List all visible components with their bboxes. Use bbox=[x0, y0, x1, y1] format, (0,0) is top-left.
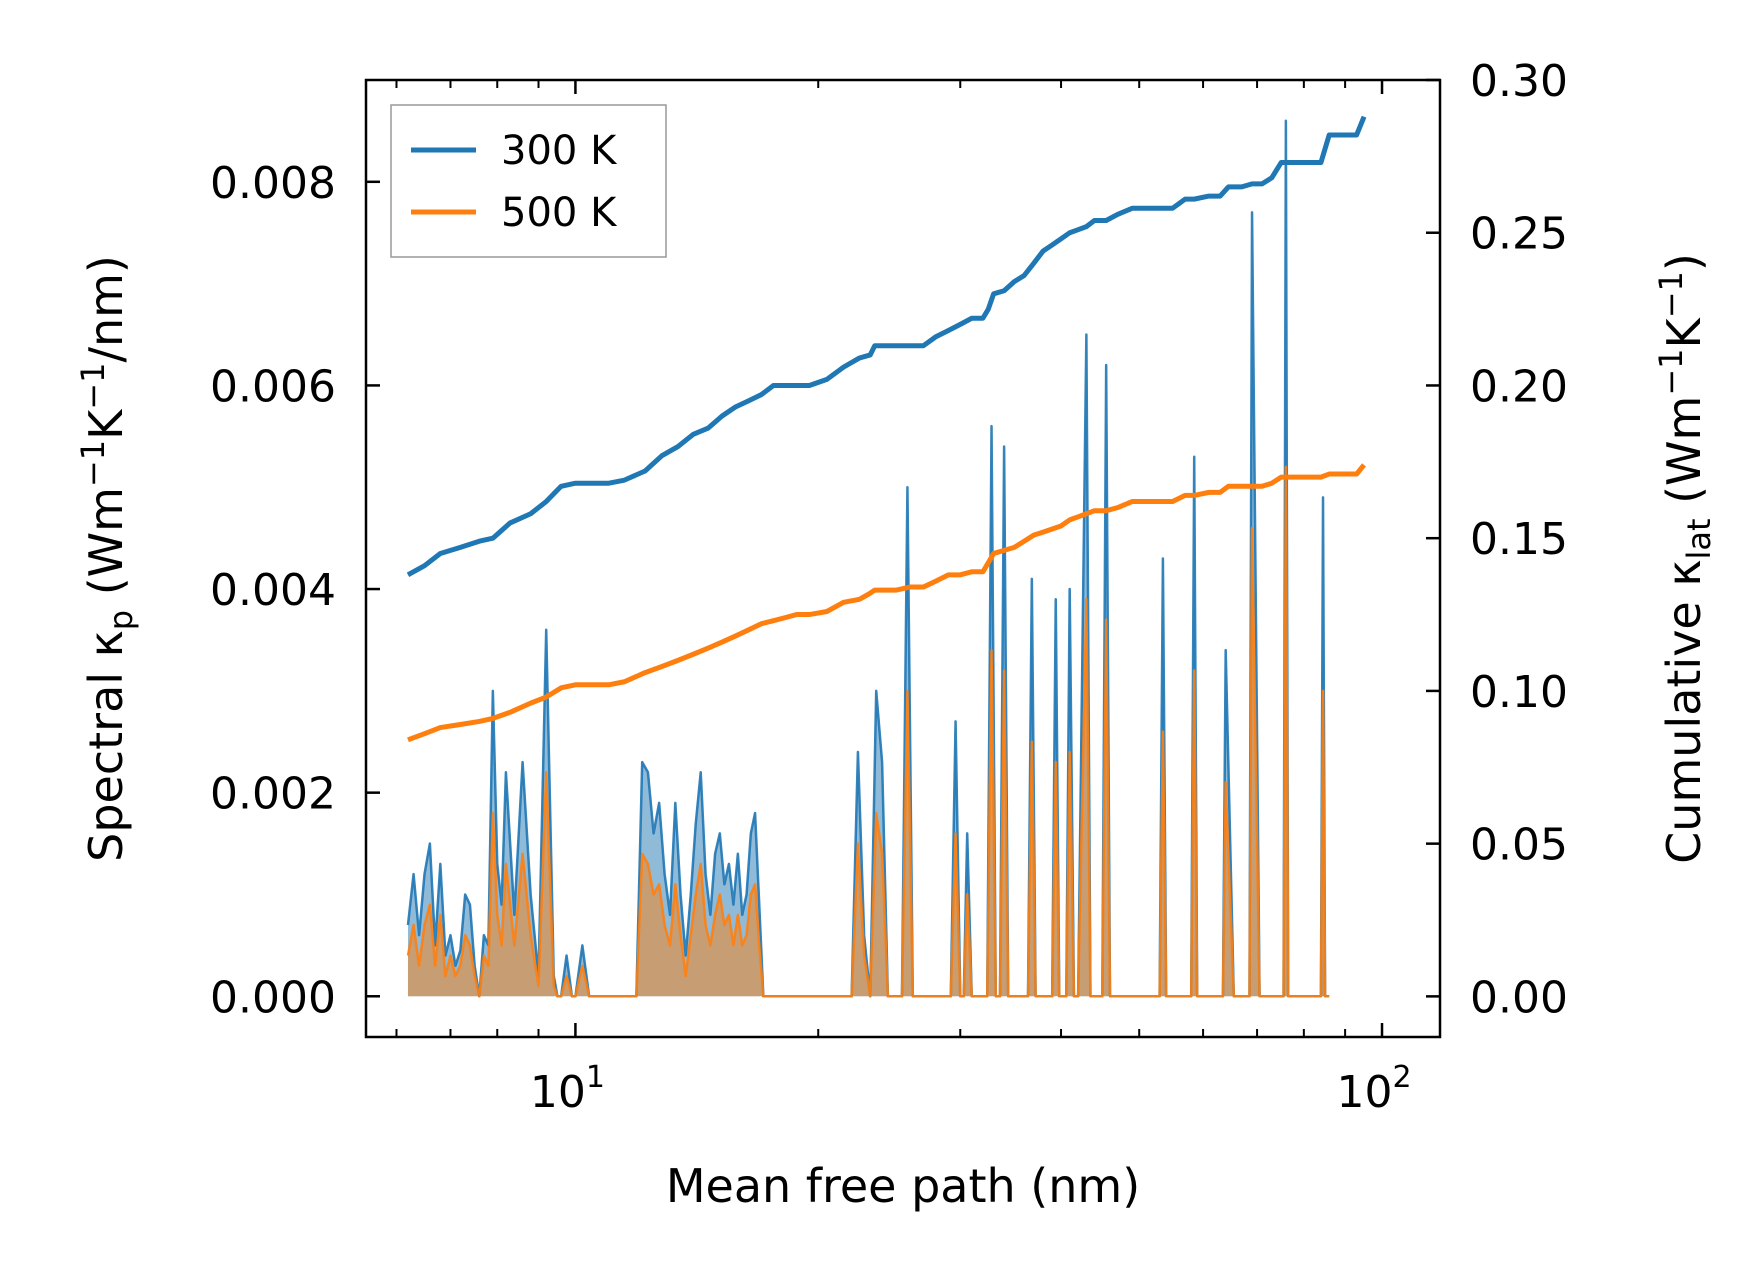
y-left-tick-label: 0.004 bbox=[210, 565, 336, 616]
y-right-tick-label: 0.15 bbox=[1470, 514, 1568, 565]
spectral-area-300-k bbox=[407, 120, 1330, 997]
x-axis-title: Mean free path (nm) bbox=[666, 1159, 1140, 1213]
y-right-tick-label: 0.05 bbox=[1470, 820, 1568, 871]
legend-box bbox=[390, 104, 667, 258]
cumulative-line-500-k bbox=[407, 463, 1366, 743]
x-tick-label: 102 bbox=[1336, 1060, 1411, 1118]
y-left-tick-label: 0.006 bbox=[210, 361, 336, 412]
spectral-line-500-k bbox=[406, 465, 1330, 998]
spectral-series-group bbox=[406, 119, 1330, 998]
y-right-tick-label: 0.25 bbox=[1470, 209, 1568, 260]
y-left-axis-title: Spectral κp (Wm−1K−1/nm) bbox=[74, 255, 140, 862]
y-right-tick-label: 0.30 bbox=[1470, 56, 1568, 107]
y-left-tick-label: 0.000 bbox=[210, 972, 336, 1023]
legend-label-500-k: 500 K bbox=[501, 190, 618, 236]
legend: 300 K 500 K bbox=[390, 104, 667, 258]
x-tick-label: 101 bbox=[530, 1060, 605, 1118]
cumulative-line-300-k bbox=[406, 115, 1367, 578]
y-right-tick-label: 0.20 bbox=[1470, 361, 1568, 412]
legend-label-300-k: 300 K bbox=[501, 128, 618, 174]
cumulative-series-group bbox=[406, 115, 1367, 743]
y-right-axis-title: Cumulative κlat (Wm−1K−1) bbox=[1652, 253, 1718, 864]
y-left-tick-label: 0.008 bbox=[210, 158, 336, 209]
y-right-tick-label: 0.00 bbox=[1470, 972, 1568, 1023]
y-left-tick-label: 0.002 bbox=[210, 769, 336, 820]
y-right-tick-label: 0.10 bbox=[1470, 667, 1568, 718]
plot-frame bbox=[364, 78, 1442, 1039]
axes-group: 101 102 0.000 0.002 0.004 0.006 0.008 0.00 0.05 0… bbox=[74, 56, 1718, 1213]
